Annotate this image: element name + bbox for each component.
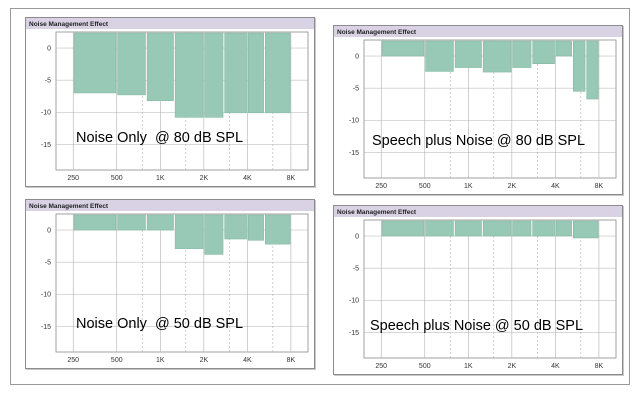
x-tick-label: 4K xyxy=(551,183,560,190)
bar xyxy=(512,40,532,68)
bar xyxy=(117,32,146,96)
y-tick-label: -15 xyxy=(349,150,359,157)
chart-title: Noise Management Effect xyxy=(337,29,417,36)
bar xyxy=(265,32,291,114)
title-bar xyxy=(26,18,314,29)
x-tick-label: 2K xyxy=(508,363,517,370)
y-tick-label: -10 xyxy=(349,118,359,125)
bar xyxy=(454,40,482,68)
x-tick-label: 500 xyxy=(111,357,123,364)
x-tick-label: 1K xyxy=(156,357,165,364)
plot-area xyxy=(363,219,617,359)
chart-noise-only-50: Noise Management Effect 0 -5 -10 -15 250 500 1K… xyxy=(25,199,315,369)
bar xyxy=(532,40,555,64)
x-tick-label: 8K xyxy=(595,363,604,370)
y-tick-label: -5 xyxy=(45,260,51,267)
y-tick-label: -15 xyxy=(41,324,51,331)
bar xyxy=(381,40,425,57)
y-tick-label: 0 xyxy=(47,46,51,53)
x-tick-label: 1K xyxy=(464,363,473,370)
bar xyxy=(482,40,512,73)
title-bar xyxy=(334,26,622,37)
bar xyxy=(265,214,291,245)
bar xyxy=(73,214,117,231)
bar xyxy=(146,214,174,231)
figure-frame: Noise Management Effect 0 -5 -10 -15 250 500 1K… xyxy=(10,8,630,385)
bar xyxy=(204,32,224,118)
bar xyxy=(247,32,264,114)
y-tick-label: -10 xyxy=(41,110,51,117)
title-bar xyxy=(26,200,314,211)
y-tick-label: -5 xyxy=(353,266,359,273)
chart-svg: Noise Management Effect 0 -5 -10 -15 250 500 1K… xyxy=(334,26,622,190)
x-tick-label: 500 xyxy=(419,363,431,370)
y-tick-label: -15 xyxy=(41,142,51,149)
y-tick-label: -10 xyxy=(41,292,51,299)
bar xyxy=(586,40,599,100)
bar xyxy=(425,40,454,72)
bar xyxy=(117,214,146,231)
x-tick-label: 2K xyxy=(508,183,517,190)
bar xyxy=(73,32,117,94)
chart-speech-noise-50: Noise Management Effect 0 -5 -10 -15 250 500 1K… xyxy=(333,205,623,375)
bar xyxy=(224,214,247,240)
x-tick-label: 4K xyxy=(243,357,252,364)
bar xyxy=(573,40,586,92)
chart-title: Noise Management Effect xyxy=(337,209,417,216)
bar xyxy=(381,220,425,237)
y-tick-label: -5 xyxy=(353,86,359,93)
chart-speech-noise-80: Noise Management Effect 0 -5 -10 -15 250 500 1K… xyxy=(333,25,623,195)
bar xyxy=(174,214,204,249)
chart-svg: Noise Management Effect 0 -5 -10 -15 250 500 1K… xyxy=(334,206,622,370)
condition-label: Noise Only @ 80 dB SPL xyxy=(76,130,243,146)
title-bar xyxy=(334,206,622,217)
condition-label: Noise Only @ 50 dB SPL xyxy=(76,316,243,332)
bar xyxy=(247,214,264,241)
x-tick-label: 250 xyxy=(67,175,79,182)
bar xyxy=(532,220,555,237)
bar xyxy=(204,214,224,255)
x-tick-label: 500 xyxy=(419,183,431,190)
bar xyxy=(224,32,247,114)
x-tick-label: 250 xyxy=(375,363,387,370)
x-tick-label: 4K xyxy=(551,363,560,370)
y-tick-label: 0 xyxy=(47,228,51,235)
y-tick-label: -5 xyxy=(45,78,51,85)
x-tick-label: 250 xyxy=(375,183,387,190)
y-tick-label: 0 xyxy=(355,234,359,241)
x-tick-label: 1K xyxy=(464,183,473,190)
bar xyxy=(146,32,174,101)
bar xyxy=(482,220,512,237)
bar xyxy=(555,40,572,57)
bar xyxy=(573,220,599,239)
chart-svg: Noise Management Effect 0 -5 -10 -15 250 500 1K… xyxy=(26,200,314,364)
y-tick-label: -10 xyxy=(349,298,359,305)
y-tick-label: 0 xyxy=(355,54,359,61)
chart-title: Noise Management Effect xyxy=(29,21,109,28)
x-tick-label: 8K xyxy=(287,175,296,182)
condition-label: Speech plus Noise @ 80 dB SPL xyxy=(372,133,585,149)
x-tick-label: 8K xyxy=(287,357,296,364)
y-tick-label: -15 xyxy=(349,330,359,337)
condition-label: Speech plus Noise @ 50 dB SPL xyxy=(370,318,583,334)
x-tick-label: 1K xyxy=(156,175,165,182)
x-tick-label: 500 xyxy=(111,175,123,182)
chart-title: Noise Management Effect xyxy=(29,203,109,210)
bar xyxy=(454,220,482,237)
chart-svg: Noise Management Effect 0 -5 -10 -15 250 500 1K… xyxy=(26,18,314,182)
bar xyxy=(174,32,204,118)
x-tick-label: 250 xyxy=(67,357,79,364)
x-tick-label: 2K xyxy=(200,357,209,364)
x-tick-label: 4K xyxy=(243,175,252,182)
bar xyxy=(425,220,454,237)
x-tick-label: 2K xyxy=(200,175,209,182)
chart-noise-only-80: Noise Management Effect 0 -5 -10 -15 250 500 1K… xyxy=(25,17,315,187)
bar xyxy=(512,220,532,237)
bar xyxy=(555,220,572,237)
x-tick-label: 8K xyxy=(595,183,604,190)
